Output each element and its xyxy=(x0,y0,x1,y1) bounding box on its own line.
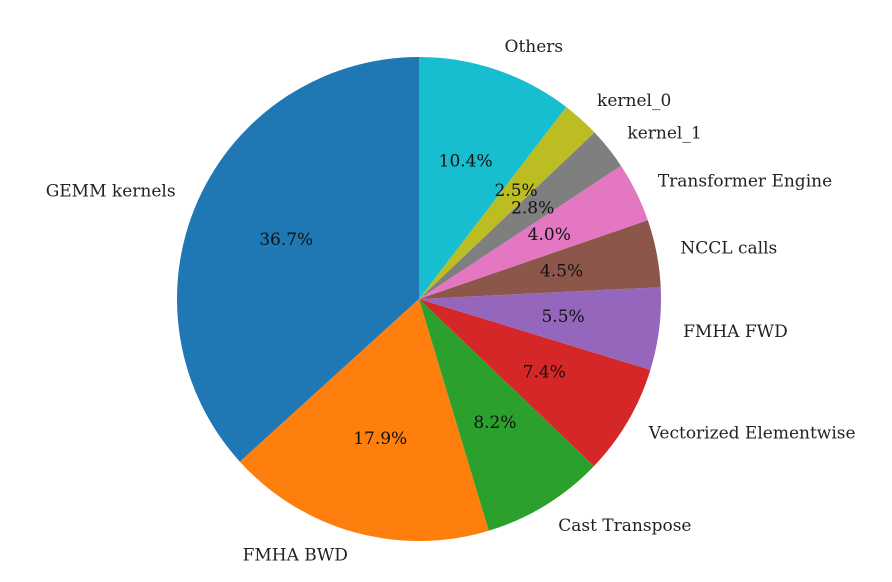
pie-category-label-fmha-bwd: FMHA BWD xyxy=(243,546,348,566)
pie-category-label-kernel-0: kernel_0 xyxy=(597,91,671,111)
pie-slice-transformer-engine xyxy=(419,165,648,299)
pie-percent-label-others: 10.4% xyxy=(439,151,493,171)
pie-category-label-transformer-engine: Transformer Engine xyxy=(658,171,832,191)
pie-slices xyxy=(176,57,661,541)
pie-percent-label-kernel-1: 2.8% xyxy=(511,199,554,219)
pie-category-labels: GEMM kernels FMHA BWD Cast Transpose Vector… xyxy=(46,37,856,566)
pie-percent-label-gemm-kernels: 36.7% xyxy=(259,230,313,250)
pie-slice-gemm-kernels xyxy=(176,57,419,462)
pie-percent-label-nccl-calls: 4.5% xyxy=(540,262,583,282)
pie-percent-labels: 36.7% 17.9% 8.2% 7.4% 5.5% 4.5% 4.0% 2.8%2.5%10… xyxy=(259,151,584,448)
pie-category-label-others: Others xyxy=(505,37,564,57)
pie-percent-label-cast-transpose: 8.2% xyxy=(473,413,516,433)
pie-slice-fmha-bwd xyxy=(239,299,489,541)
pie-category-label-fmha-fwd: FMHA FWD xyxy=(683,322,788,342)
pie-category-label-cast-transpose: Cast Transpose xyxy=(558,516,691,536)
pie-percent-label-fmha-fwd: 5.5% xyxy=(541,307,584,327)
pie-slice-vectorized-elementwise xyxy=(419,299,651,467)
pie-slice-nccl-calls xyxy=(419,220,661,299)
pie-slice-kernel-1 xyxy=(419,132,621,299)
pie-percent-label-vectorized-elementwise: 7.4% xyxy=(523,362,566,382)
pie-category-label-vectorized-elementwise: Vectorized Elementwise xyxy=(648,424,856,444)
pie-category-label-gemm-kernels: GEMM kernels xyxy=(46,181,176,201)
pie-slice-others xyxy=(419,57,567,299)
pie-percent-label-transformer-engine: 4.0% xyxy=(528,225,571,245)
pie-category-label-kernel-1: kernel_1 xyxy=(627,123,701,143)
pie-percent-label-fmha-bwd: 17.9% xyxy=(353,429,407,449)
pie-slice-kernel-0 xyxy=(419,106,595,300)
pie-slice-cast-transpose xyxy=(419,299,594,531)
pie-slice-fmha-fwd xyxy=(419,287,661,370)
pie-category-label-nccl-calls: NCCL calls xyxy=(680,239,777,259)
pie-percent-label-kernel-0: 2.5% xyxy=(495,181,538,201)
